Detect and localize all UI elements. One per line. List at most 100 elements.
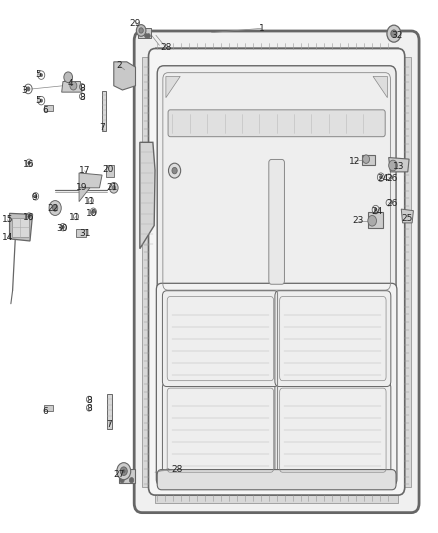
Bar <box>107 394 112 429</box>
Text: 16: 16 <box>22 160 34 169</box>
Text: 8: 8 <box>79 93 85 102</box>
Text: 2: 2 <box>117 61 122 70</box>
Circle shape <box>120 478 124 483</box>
Bar <box>402 56 411 487</box>
Text: 25: 25 <box>401 214 413 223</box>
Bar <box>368 212 383 228</box>
Polygon shape <box>114 62 135 90</box>
Circle shape <box>110 182 118 193</box>
Text: 13: 13 <box>392 162 404 171</box>
Circle shape <box>389 160 397 171</box>
Circle shape <box>28 215 30 218</box>
Circle shape <box>34 195 37 198</box>
Text: 8: 8 <box>86 405 92 414</box>
Polygon shape <box>140 142 155 249</box>
Circle shape <box>374 208 377 211</box>
Text: 31: 31 <box>79 229 90 238</box>
Circle shape <box>380 175 382 179</box>
Text: 24: 24 <box>378 174 389 183</box>
FancyBboxPatch shape <box>162 290 279 386</box>
Polygon shape <box>166 76 180 98</box>
Polygon shape <box>79 188 90 201</box>
Circle shape <box>129 478 134 483</box>
Text: 17: 17 <box>79 166 90 175</box>
Circle shape <box>123 470 125 473</box>
Text: 14: 14 <box>2 233 13 242</box>
Text: 1: 1 <box>258 24 264 33</box>
Bar <box>155 47 398 56</box>
Text: 23: 23 <box>353 216 364 225</box>
Text: 22: 22 <box>47 204 59 213</box>
Text: 27: 27 <box>114 471 125 479</box>
Text: 20: 20 <box>102 165 114 174</box>
Text: 8: 8 <box>79 84 85 93</box>
Circle shape <box>53 205 58 211</box>
Text: 11: 11 <box>84 197 95 206</box>
Circle shape <box>136 25 146 36</box>
Text: 7: 7 <box>106 421 112 430</box>
Text: 7: 7 <box>99 123 105 132</box>
Circle shape <box>391 30 397 37</box>
Circle shape <box>139 28 143 33</box>
Polygon shape <box>62 82 82 92</box>
Circle shape <box>172 167 177 174</box>
Polygon shape <box>401 209 413 223</box>
Circle shape <box>40 99 42 102</box>
Bar <box>44 405 53 411</box>
Polygon shape <box>389 158 409 172</box>
Bar <box>102 91 106 131</box>
FancyBboxPatch shape <box>275 290 391 386</box>
FancyBboxPatch shape <box>148 49 405 495</box>
Circle shape <box>120 467 127 475</box>
Circle shape <box>49 200 61 215</box>
Text: 5: 5 <box>35 96 41 105</box>
FancyBboxPatch shape <box>168 110 385 136</box>
Text: 9: 9 <box>32 193 37 202</box>
Circle shape <box>169 163 180 178</box>
FancyBboxPatch shape <box>275 382 391 478</box>
Circle shape <box>92 210 95 213</box>
Bar <box>76 229 85 237</box>
Text: 11: 11 <box>69 213 81 222</box>
Text: 12: 12 <box>349 157 360 166</box>
Text: 32: 32 <box>392 31 403 40</box>
Text: 26: 26 <box>386 174 397 183</box>
Bar <box>12 218 29 237</box>
Circle shape <box>70 82 77 90</box>
Circle shape <box>145 34 148 38</box>
Text: 28: 28 <box>171 465 183 474</box>
Bar <box>142 56 151 487</box>
FancyBboxPatch shape <box>269 159 284 284</box>
Text: 15: 15 <box>2 215 13 224</box>
FancyBboxPatch shape <box>157 66 396 297</box>
Bar <box>44 105 53 111</box>
Text: 19: 19 <box>76 183 88 192</box>
Bar <box>362 155 375 165</box>
Text: 16: 16 <box>22 213 34 222</box>
Text: 6: 6 <box>43 407 49 416</box>
FancyBboxPatch shape <box>157 470 396 490</box>
Circle shape <box>387 25 401 42</box>
Circle shape <box>117 463 131 480</box>
Text: 30: 30 <box>56 224 67 233</box>
Circle shape <box>112 185 116 190</box>
Circle shape <box>40 74 42 77</box>
Text: 3: 3 <box>21 85 27 94</box>
Text: 21: 21 <box>107 183 118 192</box>
Text: 5: 5 <box>35 70 41 78</box>
Circle shape <box>62 225 64 229</box>
Bar <box>120 469 134 483</box>
Text: 10: 10 <box>86 209 98 218</box>
Circle shape <box>363 155 370 164</box>
Polygon shape <box>10 213 32 241</box>
Bar <box>106 165 114 177</box>
Circle shape <box>64 72 73 83</box>
Text: 24: 24 <box>372 207 383 216</box>
Circle shape <box>368 215 377 226</box>
Text: 29: 29 <box>130 19 141 28</box>
FancyBboxPatch shape <box>156 284 397 486</box>
Polygon shape <box>79 173 102 188</box>
Circle shape <box>147 34 150 38</box>
Text: 8: 8 <box>86 396 92 405</box>
Circle shape <box>27 87 30 91</box>
